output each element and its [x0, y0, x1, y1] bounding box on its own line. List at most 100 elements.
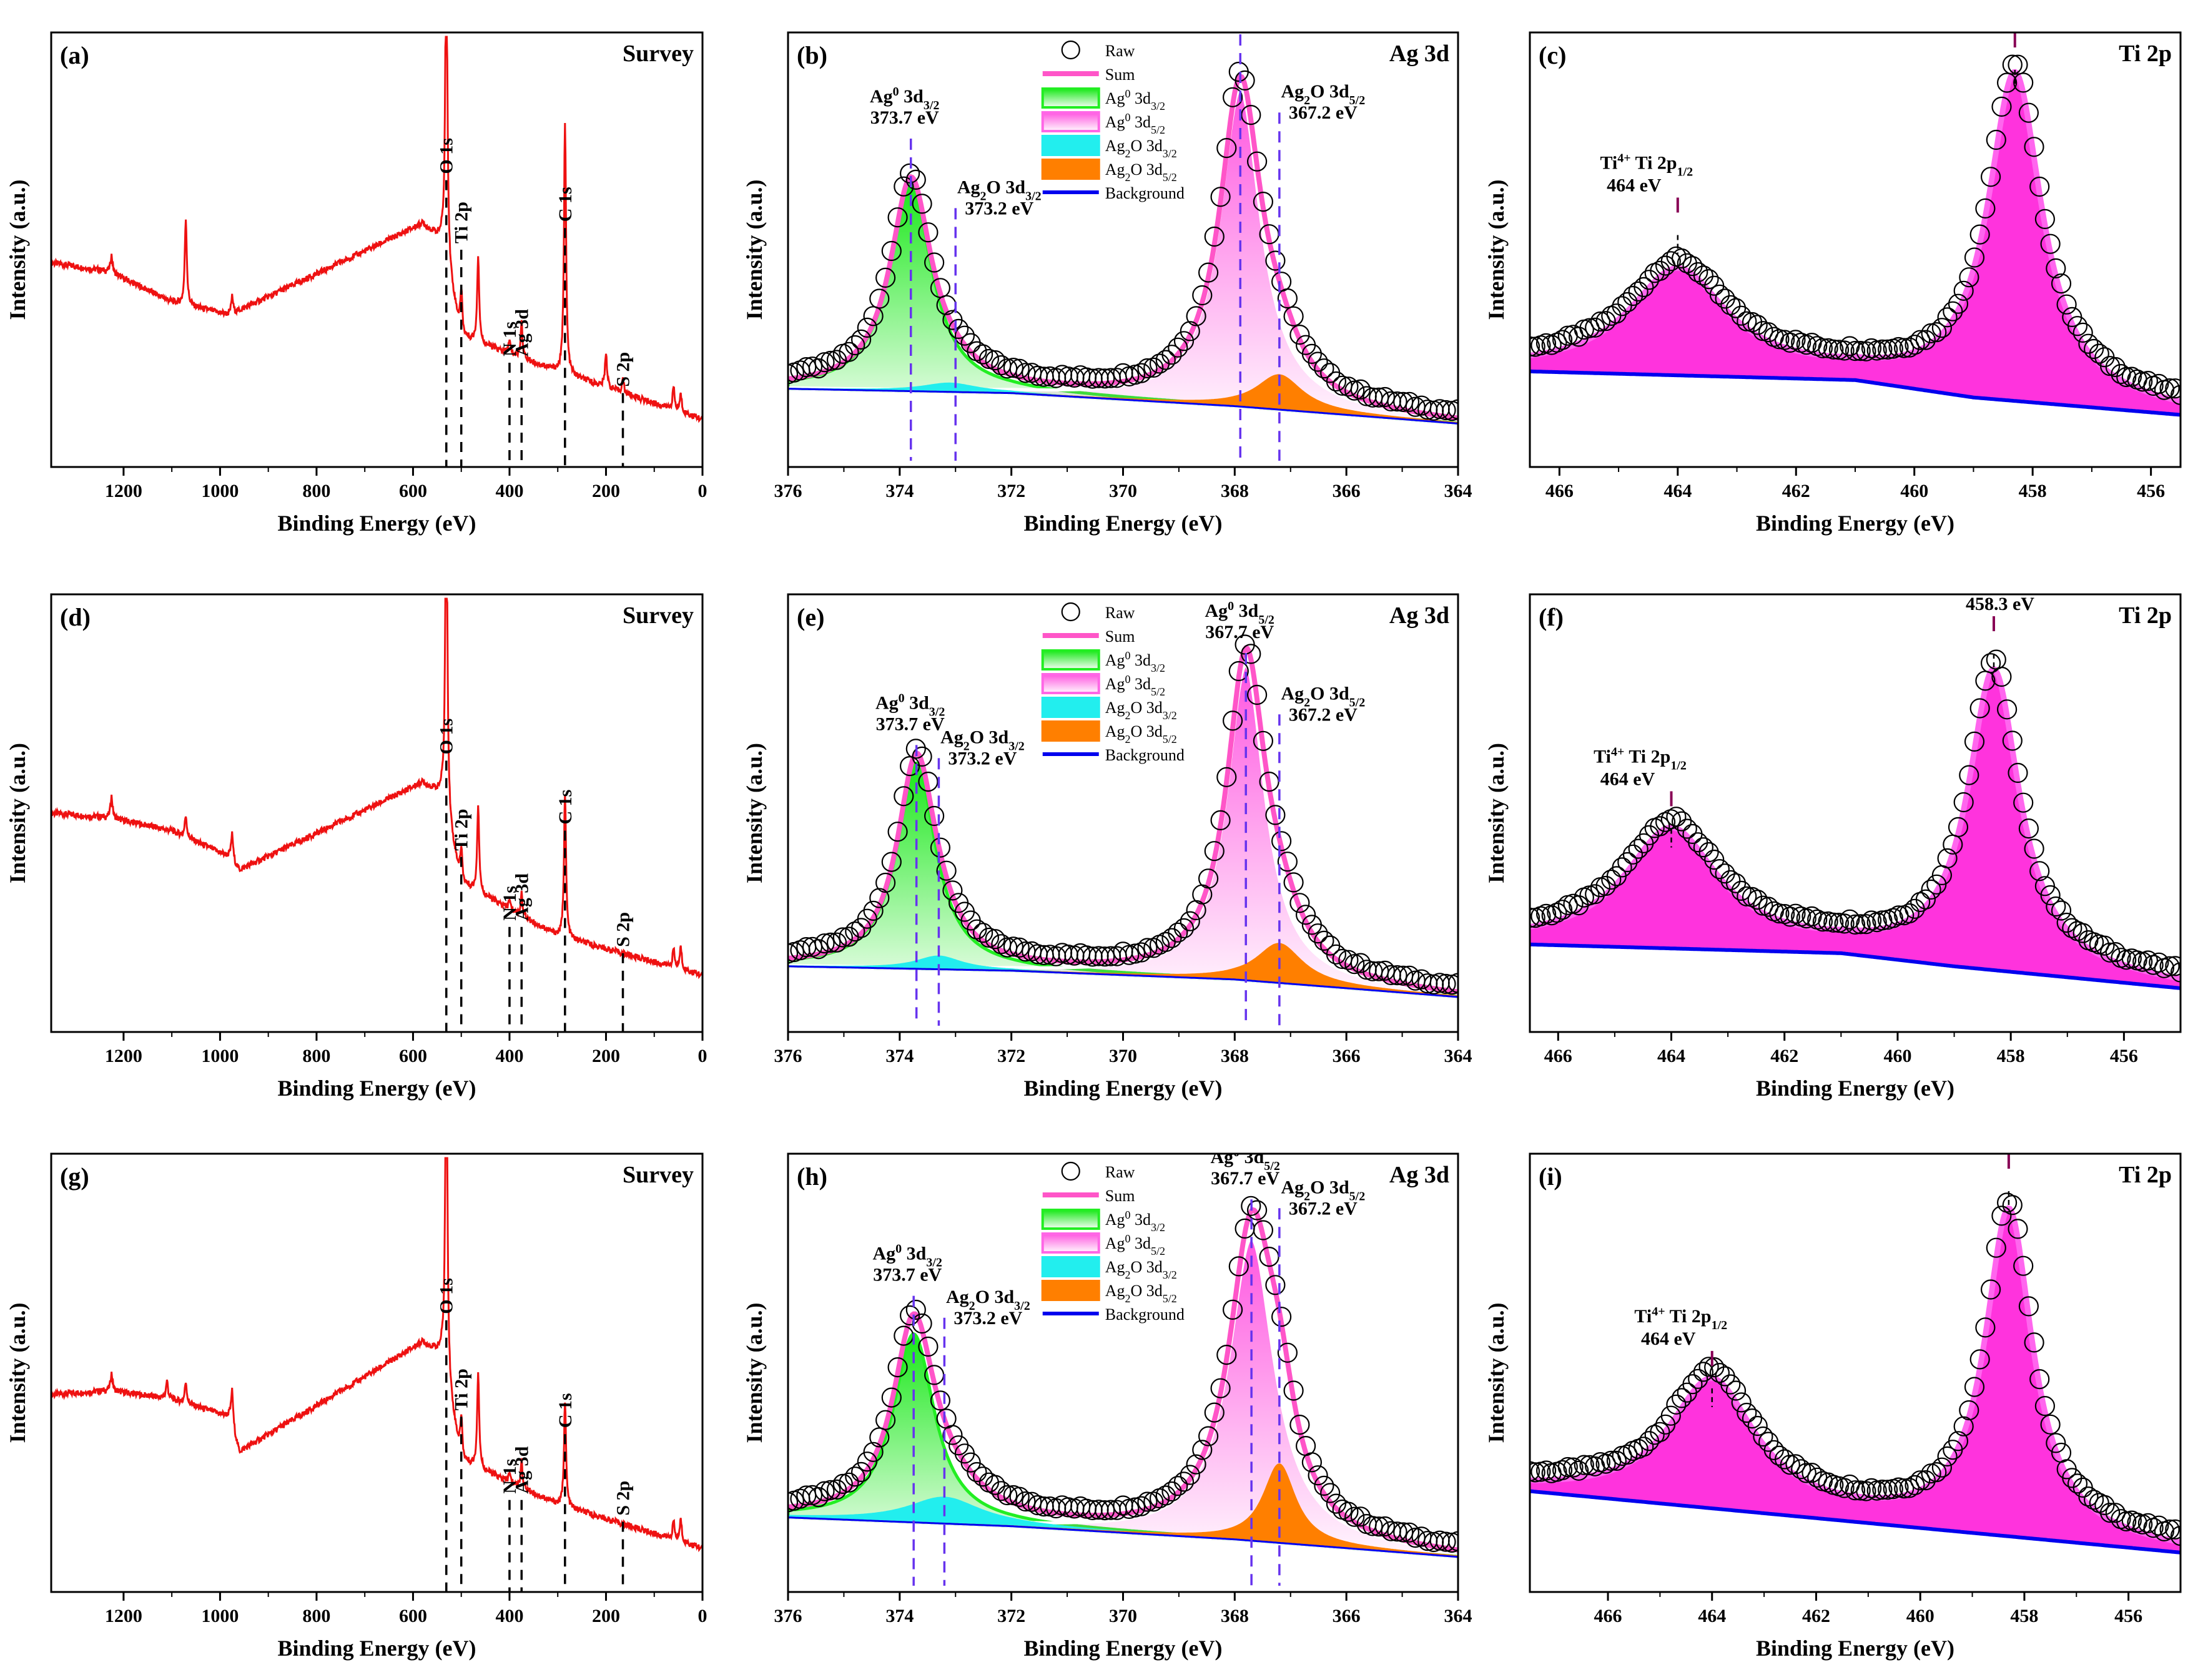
- raw-data-point: [1953, 1416, 1974, 1437]
- peak-energy-label: 464 eV: [1607, 175, 1662, 195]
- y-axis-title: Intensity (a.u.): [5, 743, 30, 883]
- raw-data-point: [1265, 250, 1286, 271]
- raw-data-point: [887, 822, 908, 842]
- raw-data-point: [1192, 285, 1213, 306]
- raw-data-point: [972, 923, 993, 943]
- raw-data-point: [1198, 262, 1219, 283]
- raw-data-point: [1308, 351, 1328, 372]
- raw-data-point: [1953, 792, 1974, 813]
- raw-data-point: [875, 1410, 896, 1430]
- legend-label: Raw: [1105, 42, 1135, 60]
- raw-data-point: [1931, 1457, 1952, 1478]
- raw-data-point: [1937, 1446, 1958, 1466]
- x-tick-label: 364: [1444, 481, 1472, 501]
- raw-data-point: [832, 927, 853, 948]
- x-tick-label: 460: [1883, 1046, 1911, 1066]
- x-tick-label: 1200: [105, 1606, 142, 1626]
- raw-data-point: [1850, 1480, 1871, 1501]
- raw-data-point: [808, 1487, 829, 1508]
- raw-data-point: [1845, 340, 1866, 361]
- raw-data-point: [1915, 330, 1936, 350]
- raw-data-point: [1003, 357, 1024, 378]
- peak-marker-label: Ti 2p: [451, 202, 472, 243]
- raw-data-point: [1137, 938, 1158, 958]
- x-tick-label: 800: [302, 1606, 330, 1626]
- x-tick-label: 456: [2110, 1046, 2138, 1066]
- background-line: [788, 1516, 1458, 1558]
- raw-data-point: [1688, 1368, 1708, 1389]
- raw-data-point: [1320, 1483, 1341, 1503]
- raw-data-point: [2084, 1490, 2104, 1510]
- raw-data-point: [1828, 912, 1849, 933]
- panel-label: (e): [797, 603, 824, 631]
- legend-swatch: [1041, 111, 1100, 132]
- raw-data-point: [1314, 1475, 1334, 1496]
- peak-marker-label: Ti 2p: [451, 1368, 472, 1410]
- raw-data-point: [991, 1481, 1012, 1501]
- legend-raw-marker: [1061, 1161, 1080, 1181]
- raw-data-point: [2040, 233, 2061, 254]
- legend-label: Background: [1105, 1305, 1185, 1324]
- raw-data-point: [1228, 661, 1249, 682]
- raw-data-point: [1198, 1426, 1219, 1447]
- peak-energy-label: 367.7 eV: [1205, 622, 1274, 642]
- raw-data-point: [1399, 391, 1420, 412]
- raw-data-point: [1363, 1516, 1383, 1536]
- peak-marker-label: Ag 3d: [511, 309, 532, 356]
- x-tick-label: 600: [399, 1046, 427, 1066]
- raw-data-point: [2040, 1414, 2061, 1435]
- raw-data-point: [1095, 1500, 1115, 1521]
- raw-data-point: [1991, 96, 2012, 117]
- x-tick-label: 800: [302, 481, 330, 501]
- x-tick-label: 456: [2114, 1606, 2142, 1626]
- raw-data-point: [1737, 886, 1757, 906]
- raw-data-point: [2067, 1473, 2088, 1494]
- raw-data-point: [1168, 337, 1188, 358]
- raw-data-point: [1655, 812, 1676, 832]
- raw-data-point: [1447, 973, 1458, 993]
- legend-raw-marker: [1061, 602, 1080, 622]
- legend-label: Ag2O 3d3/2: [1105, 137, 1177, 160]
- raw-data-point: [857, 908, 877, 929]
- raw-data-point: [1850, 340, 1871, 361]
- raw-data-point: [1807, 1467, 1828, 1488]
- raw-data-point: [1910, 1470, 1931, 1491]
- raw-data-point: [1720, 1374, 1741, 1395]
- survey-spectrum-line: [51, 597, 702, 980]
- raw-data-point: [1125, 943, 1146, 964]
- raw-data-point: [905, 1299, 926, 1320]
- raw-data-point: [1241, 105, 1261, 125]
- raw-data-point: [1595, 1453, 1616, 1474]
- x-tick-label: 368: [1221, 481, 1249, 501]
- raw-data-point: [1308, 923, 1328, 944]
- raw-data-point: [1943, 301, 1963, 322]
- raw-data-point: [1693, 837, 1713, 858]
- legend-swatch: [1041, 1256, 1100, 1277]
- raw-data-point: [788, 1492, 799, 1513]
- raw-data-point: [1937, 848, 1958, 869]
- raw-data-point: [1834, 1478, 1855, 1498]
- raw-data-point: [894, 176, 914, 197]
- legend-label: Raw: [1105, 1163, 1135, 1181]
- peak-name-label: Ag0 3d3/2: [875, 691, 945, 719]
- raw-data-point: [1095, 946, 1115, 967]
- raw-data-point: [1969, 224, 1990, 245]
- legend-label: Ag0 3d5/2: [1105, 1232, 1165, 1257]
- raw-data-point: [1541, 905, 1562, 926]
- raw-data-point: [1948, 1431, 1969, 1452]
- raw-data-point: [1709, 1363, 1730, 1383]
- raw-data-point: [1228, 1256, 1249, 1277]
- legend-label: Ag0 3d5/2: [1105, 673, 1165, 698]
- peak-energy-label: 367.7 eV: [1211, 1168, 1279, 1189]
- raw-data-point: [2132, 371, 2153, 392]
- raw-data-point: [1168, 1476, 1188, 1496]
- raw-data-point: [1780, 1455, 1800, 1475]
- raw-data-point: [2105, 1503, 2126, 1523]
- raw-data-point: [1981, 1279, 2001, 1300]
- raw-data-point: [1137, 358, 1158, 379]
- raw-data-point: [1672, 248, 1692, 269]
